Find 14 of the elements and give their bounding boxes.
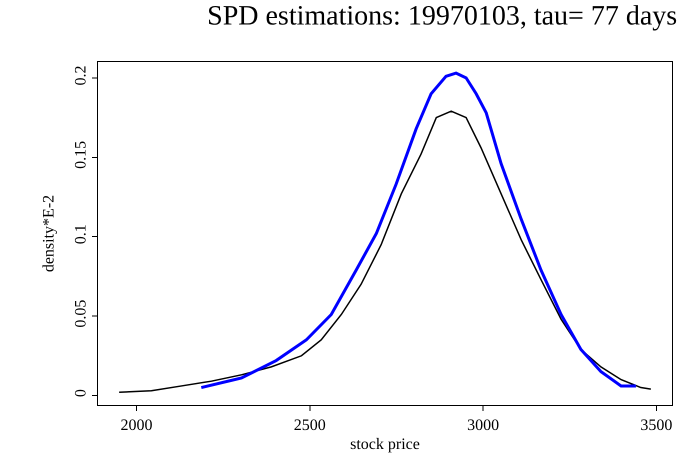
x-tick-label: 3500 xyxy=(640,417,672,434)
chart-title: SPD estimations: 19970103, tau= 77 days xyxy=(207,0,678,32)
y-tick-label: 0.05 xyxy=(72,300,90,328)
x-tick-label: 3000 xyxy=(467,417,500,434)
x-axis-title: stock price xyxy=(350,436,420,453)
y-tick-label: 0.2 xyxy=(72,65,90,86)
y-axis-title: density*E-2 xyxy=(40,194,58,272)
x-tick-label: 2000 xyxy=(120,417,152,434)
line-series xyxy=(118,110,652,394)
x-tick-label: 2500 xyxy=(294,417,326,434)
y-tick-label: 0 xyxy=(72,389,90,398)
y-tick-label: 0.1 xyxy=(72,224,90,244)
line-series xyxy=(200,72,638,390)
y-tick-label: 0.15 xyxy=(72,140,90,169)
